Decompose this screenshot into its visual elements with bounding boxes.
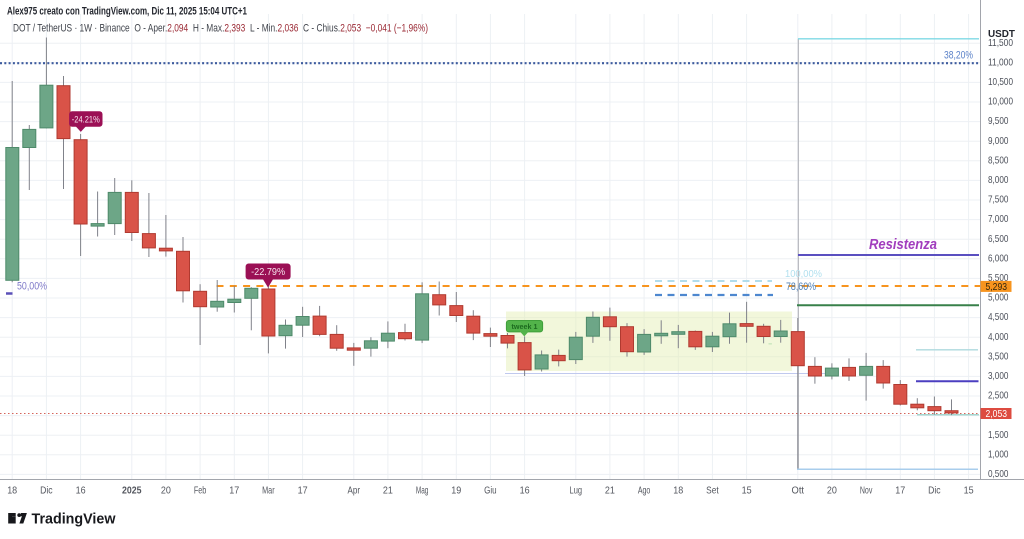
svg-text:Ott: Ott bbox=[792, 485, 805, 497]
svg-text:21: 21 bbox=[383, 485, 393, 497]
svg-text:USDT: USDT bbox=[988, 28, 1016, 40]
svg-text:8,500: 8,500 bbox=[988, 154, 1009, 166]
svg-text:Alex975 creato con TradingView: Alex975 creato con TradingView.com, Dic … bbox=[7, 6, 247, 18]
svg-text:4,000: 4,000 bbox=[988, 331, 1009, 343]
svg-text:Lug: Lug bbox=[570, 485, 583, 497]
svg-text:7,000: 7,000 bbox=[988, 213, 1009, 225]
svg-text:6,500: 6,500 bbox=[988, 233, 1009, 245]
svg-text:10,000: 10,000 bbox=[988, 96, 1013, 108]
svg-text:21: 21 bbox=[605, 485, 615, 497]
svg-text:Feb: Feb bbox=[194, 485, 207, 497]
svg-text:1,000: 1,000 bbox=[988, 448, 1009, 460]
svg-text:2025: 2025 bbox=[122, 485, 142, 497]
svg-text:17: 17 bbox=[895, 485, 905, 497]
svg-text:4,500: 4,500 bbox=[988, 311, 1009, 323]
svg-text:8,000: 8,000 bbox=[988, 174, 1009, 186]
svg-text:Nov: Nov bbox=[860, 485, 873, 497]
svg-text:3,500: 3,500 bbox=[988, 350, 1009, 362]
svg-text:9,000: 9,000 bbox=[988, 135, 1009, 147]
svg-text:18: 18 bbox=[673, 485, 683, 497]
svg-text:Mar: Mar bbox=[262, 485, 275, 497]
svg-text:20: 20 bbox=[161, 485, 171, 497]
svg-text:5,293: 5,293 bbox=[986, 281, 1008, 293]
svg-text:TradingView: TradingView bbox=[32, 512, 117, 528]
svg-text:15: 15 bbox=[742, 485, 752, 497]
svg-text:2,053: 2,053 bbox=[986, 408, 1008, 420]
svg-text:Resistenza: Resistenza bbox=[869, 237, 937, 253]
svg-text:Ago: Ago bbox=[638, 485, 651, 497]
svg-text:19: 19 bbox=[451, 485, 461, 497]
svg-text:5,000: 5,000 bbox=[988, 292, 1009, 304]
svg-text:-24.21%: -24.21% bbox=[72, 114, 100, 124]
svg-text:0,500: 0,500 bbox=[988, 468, 1009, 480]
svg-text:11,000: 11,000 bbox=[988, 56, 1013, 68]
svg-text:100,00%: 100,00% bbox=[785, 269, 822, 280]
svg-text:20: 20 bbox=[827, 485, 837, 497]
svg-text:1,500: 1,500 bbox=[988, 429, 1009, 441]
svg-text:DOT / TetherUS · 1W · Binance: DOT / TetherUS · 1W · Binance O - Aper.2… bbox=[13, 23, 428, 35]
svg-text:38,20%: 38,20% bbox=[944, 50, 973, 62]
svg-text:17: 17 bbox=[229, 485, 239, 497]
svg-text:Dic: Dic bbox=[40, 485, 53, 497]
svg-text:16: 16 bbox=[76, 485, 86, 497]
svg-text:Giu: Giu bbox=[484, 485, 497, 497]
svg-text:18: 18 bbox=[7, 485, 17, 497]
svg-text:tweek 1: tweek 1 bbox=[512, 322, 538, 331]
svg-text:2,500: 2,500 bbox=[988, 390, 1009, 402]
svg-text:Dic: Dic bbox=[928, 485, 941, 497]
svg-text:16: 16 bbox=[520, 485, 530, 497]
svg-text:Apr: Apr bbox=[348, 485, 361, 497]
svg-text:Set: Set bbox=[706, 485, 719, 497]
svg-text:78,60%: 78,60% bbox=[786, 281, 816, 293]
svg-text:Mag: Mag bbox=[416, 485, 429, 497]
svg-text:10,500: 10,500 bbox=[988, 76, 1013, 88]
svg-text:11,500: 11,500 bbox=[988, 37, 1013, 49]
svg-text:15: 15 bbox=[964, 485, 974, 497]
svg-text:9,500: 9,500 bbox=[988, 115, 1009, 127]
svg-text:50,00%: 50,00% bbox=[17, 281, 47, 293]
svg-text:3,000: 3,000 bbox=[988, 370, 1009, 382]
svg-text:17: 17 bbox=[298, 485, 308, 497]
svg-text:-22.79%: -22.79% bbox=[251, 267, 285, 278]
svg-text:7,500: 7,500 bbox=[988, 194, 1009, 206]
svg-text:6,000: 6,000 bbox=[988, 252, 1009, 264]
